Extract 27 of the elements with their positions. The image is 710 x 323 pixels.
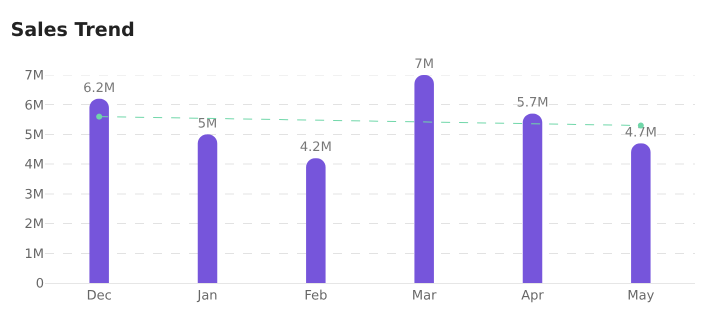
x-tick-label: Apr [521, 288, 544, 304]
chart-title: Sales Trend [10, 18, 135, 41]
data-label: 5.7M [516, 96, 548, 111]
x-tick-label: Jan [196, 288, 218, 304]
y-tick-label: 4M [24, 158, 44, 173]
y-tick-label: 2M [24, 217, 44, 232]
y-tick-label: 3M [24, 187, 44, 202]
x-tick-label: Dec [86, 288, 112, 304]
data-label: 4.7M [624, 125, 657, 140]
y-tick-label: 1M [24, 246, 44, 262]
data-label: 5M [198, 116, 218, 132]
bar [89, 98, 109, 283]
bar [631, 143, 651, 283]
data-label: 6.2M [83, 80, 116, 96]
bar [306, 158, 326, 283]
x-tick-label: May [627, 288, 655, 304]
data-label: 7M [414, 57, 434, 72]
data-label: 4.2M [300, 140, 332, 156]
x-tick-label: Feb [304, 288, 328, 304]
bar [522, 114, 542, 283]
bar [414, 75, 434, 283]
y-tick-label: 5M [24, 128, 44, 143]
y-tick-label: 0 [36, 276, 44, 292]
y-tick-label: 7M [24, 68, 44, 84]
bar [198, 134, 218, 283]
y-tick-label: 6M [24, 98, 44, 114]
x-tick-label: Mar [412, 288, 438, 304]
